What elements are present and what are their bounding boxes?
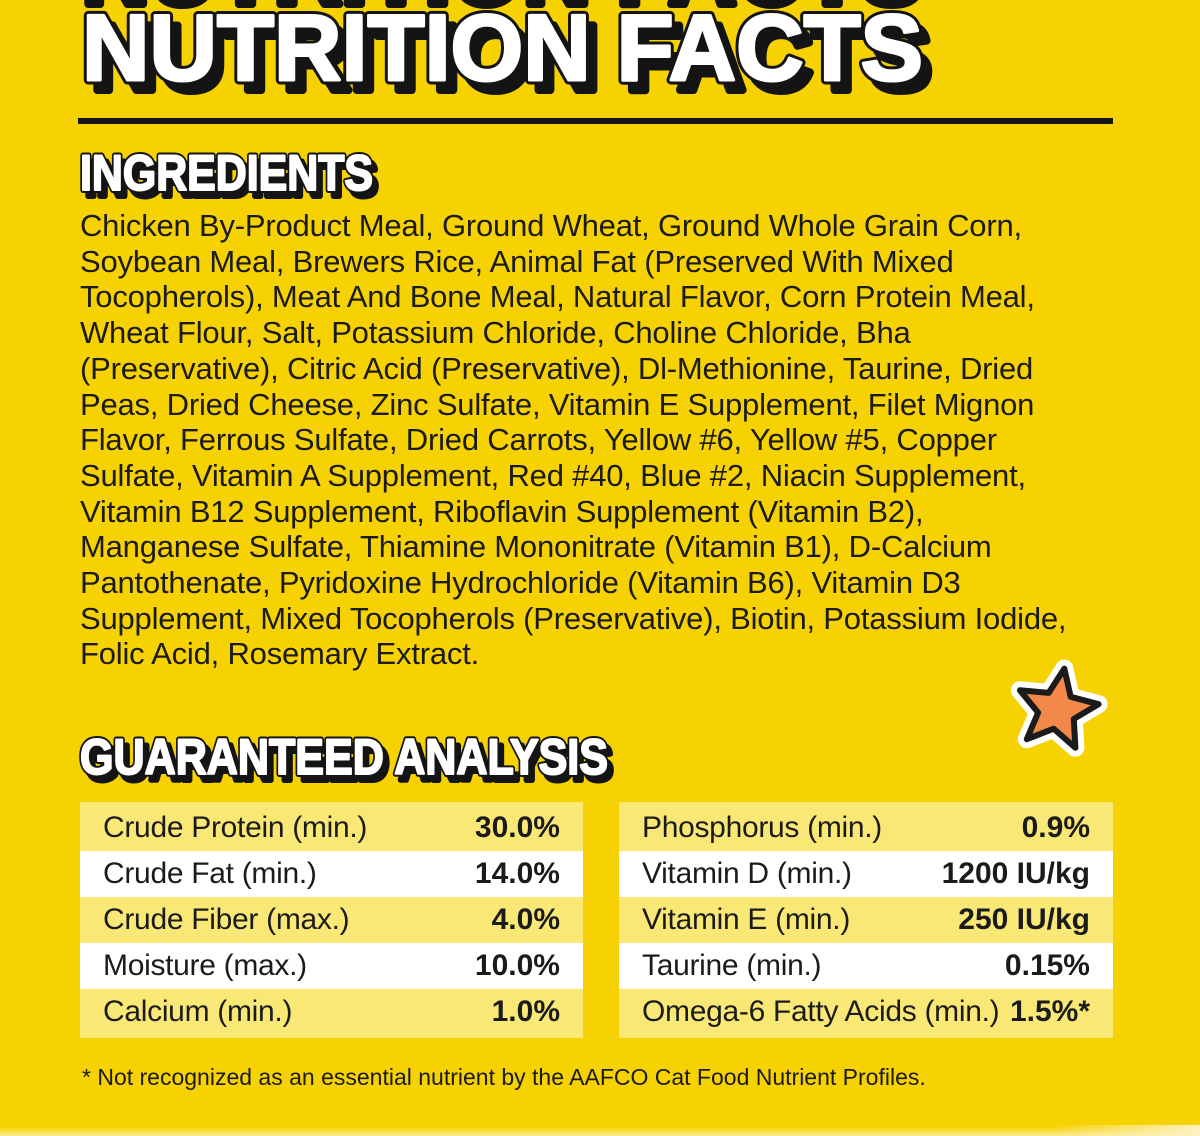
nutrient-value: 10.0% <box>474 949 560 982</box>
ingredients-heading: INGREDIENTS <box>80 145 373 201</box>
guaranteed-analysis-heading-block: GUARANTEED ANALYSIS GUARANTEED ANALYSIS … <box>77 726 616 794</box>
ingredients-line: Flavor, Ferrous Sulfate, Dried Carrots, … <box>80 422 997 458</box>
ingredients-line: Supplement, Mixed Tocopherols (Preservat… <box>80 600 1067 636</box>
ingredients-heading-shadow: INGREDIENTS <box>85 151 378 207</box>
analysis-row: Vitamin D (min.) 1200 IU/kg <box>619 851 1113 897</box>
ingredients-line: Folic Acid, Rosemary Extract. <box>80 636 480 672</box>
ingredients-line: Sulfate, Vitamin A Supplement, Red #40, … <box>80 457 1026 493</box>
nutrient-value: 250 IU/kg <box>958 903 1090 936</box>
bottom-right-corner-fade <box>1050 1125 1200 1136</box>
ingredients-paragraph: Chicken By-Product Meal, Ground Wheat, G… <box>80 208 1125 672</box>
star-shape <box>1016 665 1102 751</box>
nutrient-value: 0.9% <box>1021 811 1090 844</box>
nutrient-value: 14.0% <box>474 857 560 890</box>
nutrient-value: 0.15% <box>1004 949 1090 982</box>
analysis-row: Omega-6 Fatty Acids (min.) 1.5%* <box>619 989 1113 1035</box>
nutrient-label: Taurine (min.) <box>642 949 822 982</box>
nutrient-value: 1.0% <box>491 995 560 1028</box>
nutrient-label: Crude Fiber (max.) <box>103 903 350 936</box>
title-shadow: NUTRITION FACTS <box>91 5 932 110</box>
nutrient-value: 4.0% <box>491 903 560 936</box>
analysis-row: Moisture (max.) 10.0% <box>80 943 583 989</box>
title-underline <box>78 118 1113 124</box>
nutrient-label: Moisture (max.) <box>103 949 307 982</box>
ingredients-line: (Preservative), Citric Acid (Preservativ… <box>80 350 1034 386</box>
nutrient-value: 1200 IU/kg <box>941 857 1090 890</box>
nutrient-label: Crude Protein (min.) <box>103 811 368 844</box>
title-block: NUTRITION FACTS NUTRITION FACTS NUTRITIO… <box>78 0 937 114</box>
star-icon <box>1010 659 1108 757</box>
guaranteed-analysis-heading-outline: GUARANTEED ANALYSIS <box>80 729 608 785</box>
guaranteed-analysis-heading-shadow: GUARANTEED ANALYSIS <box>85 735 613 791</box>
ingredients-line: Wheat Flour, Salt, Potassium Chloride, C… <box>80 315 911 351</box>
analysis-table-right: Phosphorus (min.) 0.9% Vitamin D (min.) 120… <box>619 802 1113 1038</box>
ingredients-line: Manganese Sulfate, Thiamine Mononitrate … <box>80 529 992 565</box>
ingredients-heading-outline: INGREDIENTS <box>80 145 373 201</box>
ingredients-line: Vitamin B12 Supplement, Riboflavin Suppl… <box>80 493 924 529</box>
nutrient-label: Vitamin E (min.) <box>642 903 851 936</box>
bottom-edge-fade <box>0 1127 1200 1136</box>
analysis-row: Crude Fiber (max.) 4.0% <box>80 897 583 943</box>
title-top-crop: NUTRITION FACTS <box>82 0 923 24</box>
analysis-row: Crude Protein (min.) 30.0% <box>80 805 583 851</box>
guaranteed-analysis-heading: GUARANTEED ANALYSIS <box>80 729 608 785</box>
ingredients-line: Soybean Meal, Brewers Rice, Animal Fat (… <box>80 243 954 279</box>
analysis-row: Taurine (min.) 0.15% <box>619 943 1113 989</box>
analysis-row: Crude Fat (min.) 14.0% <box>80 851 583 897</box>
nutrient-label: Crude Fat (min.) <box>103 857 317 890</box>
ingredients-line: Tocopherols), Meat And Bone Meal, Natura… <box>80 279 1035 315</box>
page-title: NUTRITION FACTS <box>82 0 923 100</box>
nutrient-value: 30.0% <box>474 811 560 844</box>
title-outline: NUTRITION FACTS <box>82 0 923 100</box>
nutrient-label: Vitamin D (min.) <box>642 857 852 890</box>
ingredients-line: Chicken By-Product Meal, Ground Wheat, G… <box>80 208 1022 243</box>
ingredients-line: Pantothenate, Pyridoxine Hydrochloride (… <box>80 565 961 601</box>
nutrient-label: Omega-6 Fatty Acids (min.) <box>642 995 1000 1028</box>
nutrient-label: Calcium (min.) <box>103 995 293 1028</box>
nutrient-label: Phosphorus (min.) <box>642 811 882 844</box>
footnote: * Not recognized as an essential nutrien… <box>82 1064 926 1090</box>
analysis-row: Calcium (min.) 1.0% <box>80 989 583 1035</box>
analysis-table-left: Crude Protein (min.) 30.0% Crude Fat (min.… <box>80 802 583 1038</box>
ingredients-heading-block: INGREDIENTS INGREDIENTS INGREDIENTS <box>77 142 381 210</box>
analysis-row: Phosphorus (min.) 0.9% <box>619 805 1113 851</box>
analysis-row: Vitamin E (min.) 250 IU/kg <box>619 897 1113 943</box>
nutrient-value: 1.5%* <box>1009 995 1090 1028</box>
ingredients-line: Peas, Dried Cheese, Zinc Sulfate, Vitami… <box>80 386 1035 422</box>
